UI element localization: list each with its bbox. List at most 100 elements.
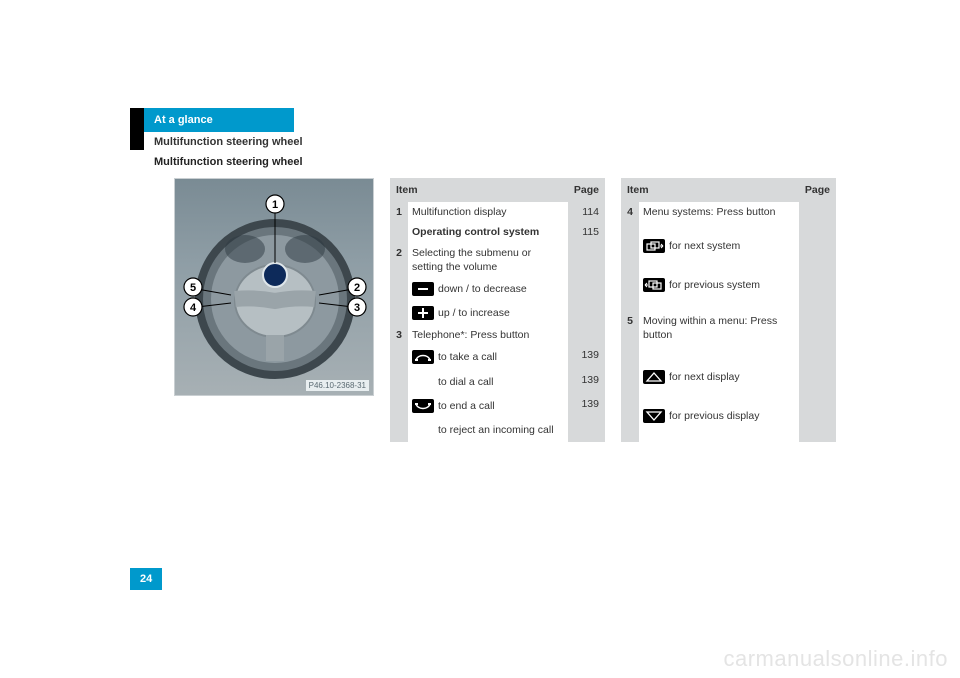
- figure-caption: P46.10-2368-31: [306, 380, 369, 391]
- item-text: Multifunction display: [412, 206, 507, 218]
- reference-table-2: Item Page 4 Menu systems: Press button for…: [621, 178, 836, 442]
- item-number: [621, 404, 639, 442]
- table-row: 1 Multifunction display 114: [390, 202, 605, 222]
- tri-down-icon: [643, 409, 665, 423]
- table-row: to end a call139: [390, 394, 605, 418]
- content-title: Multifunction steering wheel: [154, 156, 303, 168]
- item-desc: Multifunction display: [408, 202, 568, 222]
- minus-icon: [412, 282, 434, 296]
- table-row: 5Moving within a menu: Press button: [621, 311, 836, 365]
- item-desc: for next display: [639, 365, 799, 403]
- item-text: Selecting the submenu or setting the vol…: [412, 247, 531, 273]
- table-row: to dial a call139: [390, 370, 605, 394]
- item-number: [390, 277, 408, 301]
- table-row: to reject an incoming call: [390, 418, 605, 442]
- item-text: to dial a call: [438, 375, 564, 389]
- item-number: 4: [621, 202, 639, 234]
- item-page: 139: [568, 345, 605, 369]
- item-page: [799, 273, 836, 311]
- item-number: [390, 345, 408, 369]
- col-page: Page: [568, 178, 605, 202]
- screens-left-icon: [643, 278, 665, 292]
- steering-wheel-figure: 1 2 3 4 5 P46.10-2368-31: [174, 178, 374, 396]
- item-desc: for previous system: [639, 273, 799, 311]
- table-row: for next system: [621, 234, 836, 272]
- item-text: down / to decrease: [438, 282, 564, 296]
- item-desc: to take a call: [408, 345, 568, 369]
- phone-down-icon: [412, 399, 434, 413]
- subsection-row: Multifunction steering wheel: [130, 132, 303, 150]
- plus-icon: [412, 306, 434, 320]
- item-page: [568, 301, 605, 325]
- item-number: 5: [621, 311, 639, 365]
- item-number: [390, 370, 408, 394]
- item-number: [390, 394, 408, 418]
- section-header-row: At a glance: [130, 108, 294, 132]
- section-title: At a glance: [144, 108, 294, 132]
- item-desc: up / to increase: [408, 301, 568, 325]
- svg-text:3: 3: [354, 302, 360, 314]
- item-page: [568, 418, 605, 442]
- table-row: down / to decrease: [390, 277, 605, 301]
- item-text: to reject an incoming call: [438, 423, 564, 437]
- item-text: Menu systems: Press button: [643, 206, 775, 218]
- item-desc: to reject an incoming call: [408, 418, 568, 442]
- item-desc: for next system: [639, 234, 799, 272]
- table-row: for next display: [621, 365, 836, 403]
- subsection-marker: [130, 132, 144, 150]
- item-page: [799, 311, 836, 365]
- item-page: [799, 365, 836, 403]
- svg-text:4: 4: [190, 302, 197, 314]
- item-number: [390, 301, 408, 325]
- manual-page: At a glance Multifunction steering wheel…: [0, 0, 960, 678]
- item-number: 3: [390, 325, 408, 345]
- table-row: Operating control system 115: [390, 222, 605, 242]
- watermark: carmanualsonline.info: [723, 646, 948, 672]
- item-page: 115: [568, 222, 605, 242]
- table-row: for previous system: [621, 273, 836, 311]
- reference-tables: Item Page 1Multifunction display114Opera…: [390, 178, 836, 442]
- item-page: 139: [568, 394, 605, 418]
- item-text: for next system: [669, 239, 795, 253]
- item-text: to take a call: [438, 350, 564, 364]
- item-number: [621, 234, 639, 272]
- item-desc: Selecting the submenu or setting the vol…: [408, 243, 568, 277]
- table-row: up / to increase: [390, 301, 605, 325]
- item-page: 114: [568, 202, 605, 222]
- item-desc: Menu systems: Press button: [639, 202, 799, 234]
- table-row: for previous display: [621, 404, 836, 442]
- item-desc: to end a call: [408, 394, 568, 418]
- screens-right-icon: [643, 239, 665, 253]
- col-page: Page: [799, 178, 836, 202]
- table-row: 2Selecting the submenu or setting the vo…: [390, 243, 605, 277]
- item-text: for next display: [669, 370, 795, 384]
- phone-up-icon: [412, 350, 434, 364]
- item-text: Operating control system: [412, 226, 539, 238]
- item-text: for previous display: [669, 409, 795, 423]
- item-desc: for previous display: [639, 404, 799, 442]
- item-page: [799, 202, 836, 234]
- table-row: to take a call 139: [390, 345, 605, 369]
- svg-text:2: 2: [354, 282, 360, 294]
- item-text: for previous system: [669, 278, 795, 292]
- item-page: [799, 234, 836, 272]
- item-desc: down / to decrease: [408, 277, 568, 301]
- item-desc: Telephone*: Press button: [408, 325, 568, 345]
- col-item: Item: [621, 178, 799, 202]
- reference-table-1: Item Page 1Multifunction display114Opera…: [390, 178, 605, 442]
- item-page: [568, 277, 605, 301]
- item-desc: Moving within a menu: Press button: [639, 311, 799, 365]
- page-number: 24: [130, 568, 162, 590]
- item-number: [621, 273, 639, 311]
- item-number: [390, 222, 408, 242]
- item-number: 2: [390, 243, 408, 277]
- item-number: 1: [390, 202, 408, 222]
- svg-text:1: 1: [272, 199, 278, 211]
- item-text: up / to increase: [438, 306, 564, 320]
- item-number: [390, 418, 408, 442]
- item-page: [799, 404, 836, 442]
- item-text: Telephone*: Press button: [412, 329, 529, 341]
- table-row: 4 Menu systems: Press button: [621, 202, 836, 234]
- item-desc: to dial a call: [408, 370, 568, 394]
- item-page: [568, 243, 605, 277]
